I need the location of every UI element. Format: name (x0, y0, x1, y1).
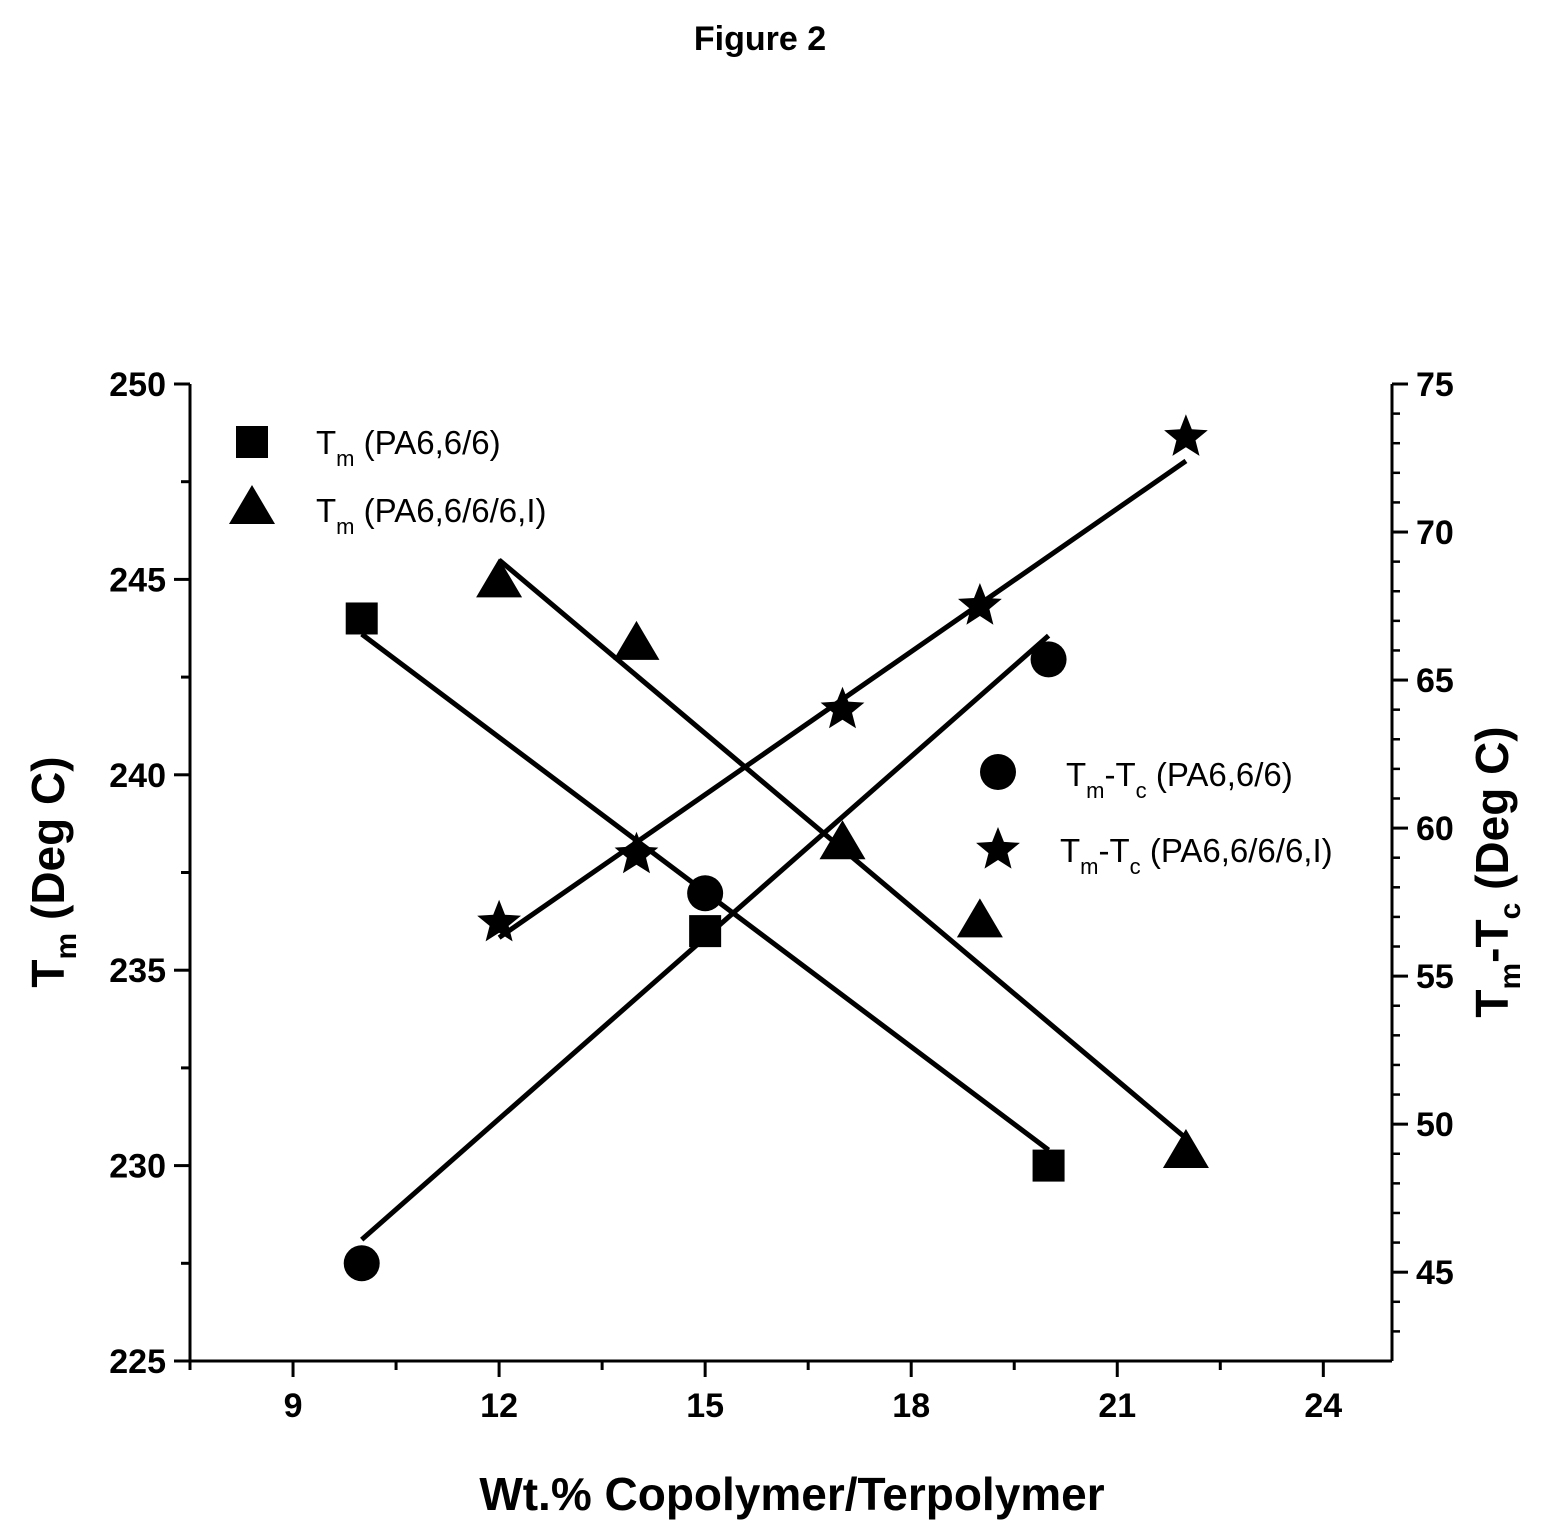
point-triangle (613, 620, 660, 660)
point-square (689, 915, 722, 948)
point-star (958, 583, 1002, 625)
point-star (477, 899, 521, 942)
point-circle (1030, 641, 1067, 678)
point-star (1164, 414, 1208, 456)
x-axis-title: Wt.% Copolymer/Terpolymer (479, 1468, 1104, 1520)
y2-tick-label: 50 (1416, 1106, 1454, 1144)
y-axis-left-title-sub: m (50, 933, 83, 960)
y-axis-right-title-a: T (1466, 990, 1518, 1018)
x-tick-label: 12 (480, 1387, 518, 1425)
y-axis-right-title-rest: (Deg C) (1466, 726, 1518, 902)
y-axis-left-title-main: T (22, 959, 74, 987)
y-axis-right-title-a-sub: m (1494, 963, 1527, 990)
y2-tick-label: 55 (1416, 958, 1454, 996)
legend-center-right: Tm-Tc (PA6,6/6) Tm-Tc (PA6,6/6/6,I) (976, 754, 1333, 879)
x-axis: 9 12 15 18 21 24 (188, 1361, 1342, 1425)
legend-star-icon (976, 827, 1020, 869)
point-star (614, 831, 659, 874)
point-square (345, 602, 378, 635)
y-axis-left-title: Tm (Deg C) (22, 756, 83, 987)
point-star (820, 686, 865, 729)
y2-tick-label: 45 (1416, 1254, 1454, 1292)
legend-triangle-icon (229, 485, 275, 524)
x-tick-label: 9 (284, 1387, 303, 1425)
y2-tick-label: 65 (1416, 662, 1454, 700)
figure-title: Figure 2 (694, 20, 826, 58)
data-markers (343, 414, 1209, 1282)
y2-tick-label: 75 (1416, 366, 1454, 404)
y-axis-left-title-rest: (Deg C) (22, 756, 74, 932)
legend-square-icon (236, 426, 268, 458)
point-triangle (1162, 1128, 1209, 1168)
y-tick-label: 245 (109, 561, 166, 599)
legend-label-tmtc-pa66-6: Tm-Tc (PA6,6/6) (1066, 756, 1293, 803)
plot-area (188, 384, 1394, 1363)
point-triangle (956, 898, 1003, 938)
x-tick-label: 24 (1304, 1387, 1342, 1425)
y-axis-right-title-b: -T (1466, 919, 1518, 962)
legend-label-tm-pa66-6: Tm (PA6,6/6) (316, 424, 501, 471)
x-tick-label: 21 (1098, 1387, 1136, 1425)
legend-circle-icon (980, 754, 1016, 790)
point-triangle (819, 820, 866, 860)
y-axis-right-title-b-sub: c (1494, 903, 1527, 920)
y2-tick-label: 70 (1416, 514, 1454, 552)
point-triangle (476, 558, 523, 598)
y-tick-label: 230 (109, 1148, 166, 1186)
x-tick-label: 15 (686, 1387, 724, 1425)
y-tick-label: 225 (109, 1343, 166, 1381)
legend-top-left: Tm (PA6,6/6) Tm (PA6,6/6/6,I) (229, 424, 546, 539)
legend-label-tmtc-pa66-6-6i: Tm-Tc (PA6,6/6/6,I) (1060, 832, 1333, 879)
x-tick-label: 18 (892, 1387, 930, 1425)
y-axis-right: 45 50 55 60 65 70 75 (1392, 366, 1454, 1333)
y-tick-label: 235 (109, 952, 166, 990)
y2-tick-label: 60 (1416, 810, 1454, 848)
y-axis-right-title: Tm-Tc (Deg C) (1466, 726, 1527, 1017)
y-tick-label: 250 (109, 366, 166, 404)
legend-label-tm-pa66-6-6i: Tm (PA6,6/6/6,I) (316, 492, 546, 539)
y-axis-left: 225 230 235 240 245 250 (109, 366, 190, 1381)
point-circle (687, 875, 724, 912)
y-tick-label: 240 (109, 757, 166, 795)
point-circle (343, 1245, 380, 1282)
point-square (1032, 1149, 1065, 1182)
